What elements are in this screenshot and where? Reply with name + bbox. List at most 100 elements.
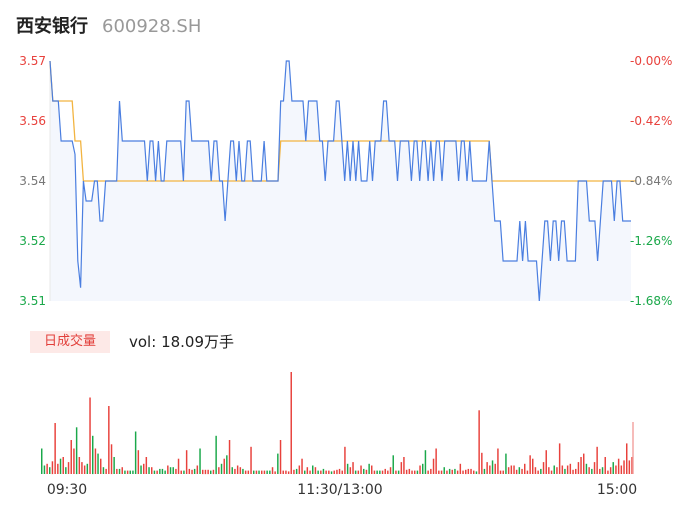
- volume-bar: [513, 465, 515, 474]
- volume-bar: [524, 463, 526, 474]
- volume-bar: [94, 448, 97, 474]
- price-line-group: [49, 60, 631, 302]
- volume-bar: [502, 470, 504, 474]
- volume-bar: [397, 470, 400, 474]
- volume-bar: [354, 470, 357, 474]
- time-tick-label: 15:00: [597, 482, 637, 498]
- volume-bar: [244, 470, 247, 474]
- volume-bar: [505, 453, 507, 474]
- volume-bar: [110, 444, 113, 475]
- volume-bar: [475, 471, 478, 474]
- volume-bar: [473, 470, 475, 474]
- volume-bar: [553, 465, 555, 474]
- volume-bar: [212, 469, 215, 475]
- volume-bar: [540, 468, 542, 474]
- volume-bar: [580, 457, 582, 474]
- volume-bar: [279, 440, 282, 474]
- price-area: [50, 61, 631, 301]
- volume-bar: [207, 469, 209, 475]
- volume-bar: [161, 468, 164, 474]
- volume-bar: [494, 463, 496, 474]
- volume-bar: [124, 470, 126, 474]
- volume-bar: [499, 470, 502, 474]
- volume-bar: [435, 448, 437, 474]
- volume-bar: [338, 468, 341, 474]
- volume-bar: [287, 471, 290, 474]
- volume-bar: [118, 468, 121, 474]
- time-axis-labels: 09:30 11:30/13:00 15:00: [47, 482, 637, 498]
- volume-bar: [290, 372, 292, 474]
- volume-bar: [258, 470, 260, 474]
- volume-bar: [414, 470, 416, 474]
- volume-bar: [465, 469, 467, 475]
- volume-bar: [440, 470, 443, 474]
- volume-bar: [81, 462, 83, 474]
- volume-bar: [97, 453, 99, 474]
- volume-bar: [164, 470, 166, 474]
- volume-bar: [177, 458, 180, 474]
- volume-bar: [134, 431, 137, 474]
- volume-bar: [183, 470, 185, 474]
- volume-bar: [566, 465, 569, 474]
- volume-bar: [204, 469, 207, 475]
- volume-bar: [151, 467, 153, 474]
- volume-bar: [526, 470, 529, 474]
- volume-bar: [344, 446, 346, 474]
- volume-bar: [430, 468, 432, 474]
- volume-bar: [615, 465, 617, 474]
- volume-bar: [121, 467, 123, 474]
- volume-bar: [379, 470, 381, 474]
- volume-bar: [575, 468, 577, 474]
- volume-bar: [210, 470, 212, 474]
- volume-bar: [432, 458, 435, 474]
- volume-bar: [497, 448, 499, 474]
- volume-bar: [617, 458, 620, 474]
- volume-bar: [467, 468, 470, 474]
- volume-bar: [108, 406, 110, 474]
- volume-bar: [191, 469, 193, 475]
- volume-bar: [405, 469, 408, 475]
- volume-bar: [454, 468, 456, 474]
- volume-bar: [604, 457, 606, 474]
- volume-value: 18.09万手: [161, 333, 235, 351]
- volume-bar: [234, 468, 236, 474]
- volume-bar: [486, 462, 488, 474]
- volume-bar: [446, 470, 448, 474]
- volume-bar: [341, 470, 343, 474]
- volume-bar: [143, 463, 145, 474]
- volume-bar: [585, 463, 588, 474]
- price-tick-label: 3.56: [19, 114, 46, 128]
- volume-bar: [218, 467, 220, 474]
- volume-bar: [253, 470, 255, 474]
- volume-bar: [215, 435, 217, 475]
- volume-bar: [507, 467, 510, 474]
- volume-bar: [322, 468, 325, 474]
- price-tick-label: 3.54: [19, 174, 46, 188]
- volume-bar: [550, 470, 553, 474]
- volume-bar: [352, 462, 354, 474]
- volume-bar: [609, 467, 612, 474]
- volume-bar: [395, 470, 397, 474]
- volume-bar: [561, 465, 564, 474]
- volume-bar: [301, 458, 303, 474]
- volume-bar: [593, 462, 596, 474]
- volume-bar: [532, 458, 534, 474]
- volume-bar: [220, 463, 223, 474]
- volume-bar: [247, 470, 250, 474]
- volume-bar: [564, 468, 566, 474]
- volume-bar: [548, 467, 550, 474]
- volume-bar: [196, 465, 199, 474]
- volume-bar: [266, 470, 268, 474]
- volume-bar: [333, 470, 335, 474]
- volume-bar: [368, 463, 370, 474]
- volume-bar: [185, 450, 188, 474]
- volume-bar: [534, 467, 537, 474]
- volume-bar: [306, 467, 309, 474]
- volume-bar: [330, 471, 333, 474]
- stock-header: 西安银行 600928.SH: [16, 12, 201, 40]
- volume-bar: [73, 448, 75, 474]
- volume-bar: [239, 467, 242, 474]
- volume-bar: [556, 467, 558, 474]
- volume-bars: [41, 372, 634, 475]
- volume-bar: [416, 470, 419, 474]
